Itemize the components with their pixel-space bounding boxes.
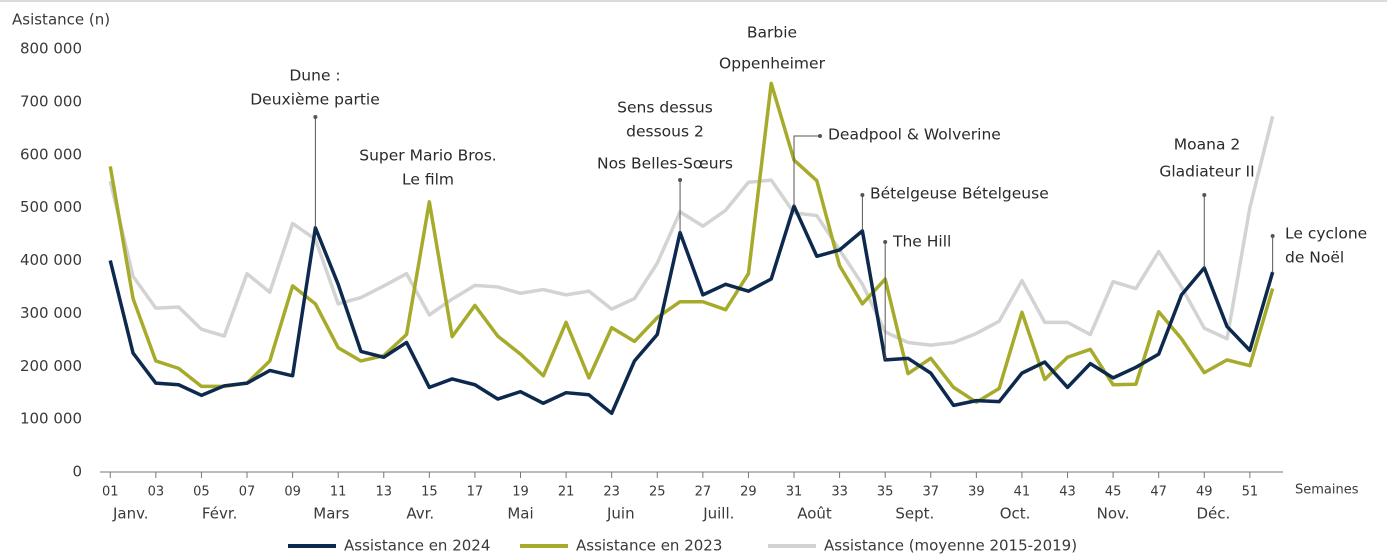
y-tick-label: 300 000 <box>20 304 82 322</box>
annotation-text: Bételgeuse Bételgeuse <box>870 185 1049 203</box>
x-tick-label: 27 <box>695 485 712 500</box>
series-line <box>108 204 1275 416</box>
x-tick-label: 49 <box>1196 485 1213 500</box>
month-label: Mars <box>313 505 349 523</box>
x-tick-label: 31 <box>786 485 803 500</box>
month-label: Avr. <box>406 505 434 523</box>
x-tick-label: 39 <box>968 485 985 500</box>
annotation-text: de Noël <box>1285 249 1344 267</box>
x-tick-label: 17 <box>467 485 484 500</box>
x-tick-label: 25 <box>649 485 666 500</box>
x-tick-label: 01 <box>102 485 119 500</box>
y-tick-label: 500 000 <box>20 198 82 216</box>
annotation-dot <box>678 178 683 182</box>
annotation-dot <box>818 134 822 138</box>
y-tick-label: 100 000 <box>20 410 82 428</box>
x-tick-label: 09 <box>284 485 301 500</box>
annotation-dot <box>1270 234 1275 238</box>
month-label: Août <box>797 505 832 523</box>
month-label: Sept. <box>895 505 934 523</box>
x-tick-label: 03 <box>148 485 165 500</box>
y-axis-label: Asistance (n) <box>12 11 110 29</box>
annotation-text: Gladiateur II <box>1159 163 1254 181</box>
annotation-connector <box>793 135 820 207</box>
month-label: Déc. <box>1196 505 1230 523</box>
x-tick-label: 33 <box>831 485 848 500</box>
month-label: Nov. <box>1097 505 1130 523</box>
x-tick-label: 19 <box>512 485 529 500</box>
annotation-text: dessous 2 <box>626 123 704 141</box>
x-tick-label: 43 <box>1059 485 1076 500</box>
annotation-text: Deuxième partie <box>250 91 380 109</box>
annotation-text: The Hill <box>892 233 951 251</box>
legend-label: Assistance en 2023 <box>576 537 722 555</box>
y-tick-label: 600 000 <box>20 145 82 163</box>
annotation-text: Sens dessus <box>617 99 713 117</box>
x-tick-label: 21 <box>558 485 575 500</box>
x-tick-label: 35 <box>877 485 894 500</box>
x-tick-label: 05 <box>193 485 210 500</box>
x-tick-label: 11 <box>330 485 347 500</box>
x-tick-label: 23 <box>603 485 620 500</box>
y-tick-label: 700 000 <box>20 92 82 110</box>
annotation-dot <box>860 193 865 197</box>
annotation-text: Nos Belles-Sœurs <box>597 155 733 173</box>
annotation-text: Dune : <box>289 67 340 85</box>
annotation-text: Oppenheimer <box>719 55 826 73</box>
annotation-text: Le film <box>402 171 454 189</box>
x-tick-label: 47 <box>1150 485 1167 500</box>
y-tick-label: 400 000 <box>20 251 82 269</box>
series-line <box>108 115 1275 347</box>
annotation-text: Deadpool & Wolverine <box>828 126 1001 144</box>
annotation-text: Moana 2 <box>1174 136 1240 154</box>
annotation-text: Barbie <box>747 24 797 42</box>
annotation-dot <box>883 240 888 244</box>
x-tick-label: 29 <box>740 485 757 500</box>
month-label: Oct. <box>1000 505 1031 523</box>
month-label: Juill. <box>702 505 734 523</box>
x-tick-label: 51 <box>1242 485 1259 500</box>
x-tick-label: 37 <box>922 485 939 500</box>
x-tick-label: 13 <box>375 485 392 500</box>
y-tick-label: 200 000 <box>20 357 82 375</box>
x-tick-label: 41 <box>1014 485 1031 500</box>
month-label: Mai <box>507 505 533 523</box>
legend-label: Assistance (moyenne 2015-2019) <box>824 537 1077 555</box>
annotation-text: Le cyclone <box>1285 225 1367 243</box>
x-tick-label: 15 <box>421 485 438 500</box>
x-tick-label: 45 <box>1105 485 1122 500</box>
annotation-dot <box>1202 193 1207 197</box>
y-tick-label: 800 000 <box>20 40 82 58</box>
legend-label: Assistance en 2024 <box>344 537 490 555</box>
month-label: Févr. <box>202 505 237 523</box>
annotation-text: Super Mario Bros. <box>359 147 496 165</box>
month-label: Juin <box>606 505 635 523</box>
y-tick-label: 0 <box>72 463 82 481</box>
x-axis-label: Semaines <box>1295 483 1359 498</box>
x-tick-label: 07 <box>239 485 256 500</box>
month-label: Janv. <box>112 505 149 523</box>
annotation-dot <box>313 115 318 119</box>
